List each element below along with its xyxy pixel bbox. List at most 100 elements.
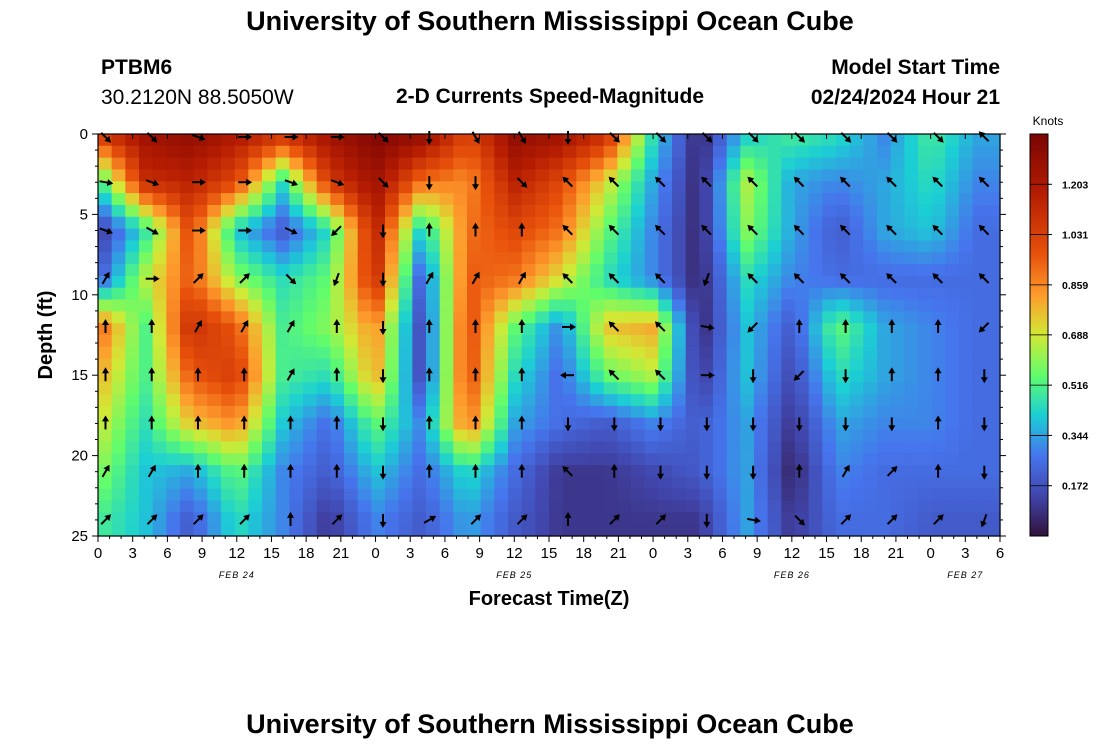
heatmap-cell (631, 169, 646, 182)
current-vector (700, 323, 715, 331)
heatmap-cell (111, 370, 126, 383)
heatmap-cell (863, 145, 878, 159)
heatmap-cell (781, 488, 796, 502)
current-vector (332, 272, 340, 287)
heatmap-cell (111, 453, 126, 466)
heatmap-cell (767, 157, 782, 171)
heatmap-cell (808, 346, 823, 360)
heatmap-cell (603, 512, 618, 525)
heatmap-cell (590, 134, 605, 147)
heatmap-cell (207, 524, 222, 537)
heatmap-cell (603, 476, 618, 490)
heatmap-cell (822, 465, 837, 478)
vector-arrowhead (102, 319, 109, 325)
heatmap-cell (275, 453, 290, 466)
heatmap-cell (795, 157, 810, 171)
heatmap-cell (576, 216, 591, 230)
current-vector (562, 224, 574, 236)
current-vector (425, 176, 433, 191)
current-vector (980, 465, 988, 480)
heatmap-cell (795, 299, 810, 312)
heatmap-cell (439, 382, 454, 395)
current-vector (839, 176, 851, 188)
heatmap-cell (931, 500, 946, 513)
heatmap-cell (754, 370, 769, 383)
heatmap-cell (644, 311, 659, 324)
heatmap-cell (152, 370, 167, 383)
heatmap-cell (330, 358, 345, 372)
heatmap-cell (467, 358, 482, 372)
heatmap-cell (426, 287, 441, 301)
heatmap-cell (221, 465, 236, 478)
current-vector (608, 224, 620, 236)
heatmap-cell (590, 240, 605, 253)
heatmap-cell (152, 145, 167, 159)
heatmap-cell (685, 311, 700, 324)
heatmap-cell (221, 512, 236, 525)
heatmap-cell (576, 287, 591, 301)
heatmap-cell (890, 405, 905, 419)
current-vector (287, 463, 294, 478)
heatmap-cell (412, 134, 427, 147)
heatmap-cell (685, 134, 700, 147)
heatmap-cell (357, 453, 372, 466)
heatmap-cell (193, 453, 208, 466)
heatmap-cell (467, 145, 482, 159)
current-vector (654, 369, 666, 381)
vector-arrowhead (287, 511, 294, 518)
heatmap-cell (180, 204, 195, 218)
heatmap-cell (180, 382, 195, 395)
heatmap-cell (972, 453, 987, 466)
current-vector (99, 179, 114, 186)
heatmap-cell (603, 264, 618, 277)
heatmap-cell (398, 512, 413, 525)
heatmap-cell (180, 216, 195, 230)
heatmap-cell (863, 311, 878, 324)
current-vector (842, 417, 850, 432)
heatmap-cell (795, 394, 810, 407)
heatmap-cell (904, 134, 919, 147)
heatmap-cell (959, 323, 974, 336)
heatmap-cell (959, 370, 974, 383)
heatmap-cell (344, 134, 359, 147)
heatmap-cell (289, 358, 304, 372)
heatmap-cell (494, 169, 509, 182)
heatmap-cell (344, 500, 359, 513)
heatmap-cell (344, 488, 359, 502)
heatmap-cell (289, 335, 304, 348)
heatmap-cell (822, 358, 837, 372)
heatmap-cell (644, 287, 659, 301)
vector-arrowhead (978, 273, 986, 280)
heatmap-cell (699, 346, 714, 360)
vector-arrowhead (610, 463, 618, 470)
heatmap-cell (754, 287, 769, 301)
heatmap-cell (658, 370, 673, 383)
heatmap-cell (617, 465, 632, 478)
heatmap-cell (685, 275, 700, 289)
heatmap-cell (289, 145, 304, 159)
heatmap-cell (972, 299, 987, 312)
heatmap-cell (877, 417, 892, 431)
vector-arrowhead (657, 425, 664, 432)
heatmap-cell (726, 382, 741, 395)
heatmap-cell (453, 500, 468, 513)
heatmap-cell (959, 441, 974, 454)
heatmap-cell (303, 204, 318, 218)
heatmap-cell (207, 311, 222, 324)
heatmap-cell (904, 275, 919, 289)
heatmap-cell (644, 323, 659, 336)
heatmap-cell (398, 134, 413, 147)
heatmap-cell (672, 405, 687, 419)
vector-arrowhead (196, 273, 204, 280)
current-vector (978, 321, 990, 333)
heatmap-cell (877, 358, 892, 372)
heatmap-cell (180, 323, 195, 336)
heatmap-cell (754, 488, 769, 502)
heatmap-cell (726, 441, 741, 454)
heatmap-cell (836, 252, 851, 265)
heatmap-cell (508, 476, 523, 490)
heatmap-cell (467, 169, 482, 182)
heatmap-cell (931, 240, 946, 253)
heatmap-cell (316, 275, 331, 289)
heatmap-cell (303, 134, 318, 147)
